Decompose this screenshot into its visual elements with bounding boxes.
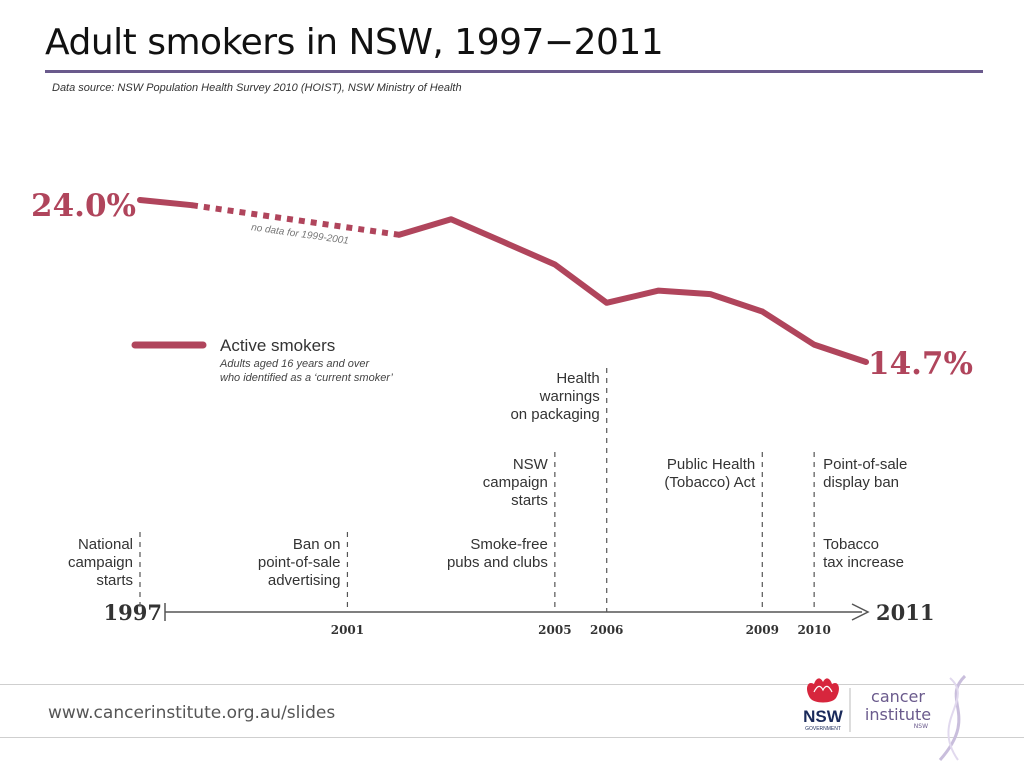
partner-logos: NSW GOVERNMENT cancer institute NSW bbox=[803, 674, 967, 761]
footer-divider-top bbox=[0, 684, 1024, 685]
event-label-line: point-of-sale bbox=[258, 554, 341, 571]
cancer-institute-logo-line2: institute bbox=[865, 705, 931, 724]
data-source-note: Data source: NSW Population Health Surve… bbox=[52, 82, 462, 94]
event-label-line: Public Health bbox=[667, 456, 755, 473]
x-tick-label-2009: 2009 bbox=[746, 623, 779, 637]
event-label-line: advertising bbox=[268, 572, 341, 589]
data-point-2009 bbox=[760, 309, 764, 313]
title-divider bbox=[45, 70, 983, 73]
nsw-waratah-logo bbox=[807, 678, 839, 703]
data-point-2007 bbox=[657, 289, 661, 293]
event-label-line: (Tobacco) Act bbox=[664, 474, 756, 491]
data-point-2004 bbox=[501, 240, 505, 244]
footer-url: www.cancerinstitute.org.au/slides bbox=[48, 703, 336, 723]
data-point-2008 bbox=[708, 292, 712, 296]
event-label-2005-mid: NSW campaign starts bbox=[483, 456, 549, 509]
nsw-logo-text: NSW bbox=[803, 707, 844, 726]
end-value-label: 14.7% bbox=[868, 346, 973, 382]
cancer-institute-logo-line1: cancer bbox=[871, 687, 925, 706]
event-label-line: display ban bbox=[823, 474, 899, 491]
event-label-2010-mid: Point-of-sale display ban bbox=[823, 456, 907, 491]
legend-sublabel-2: who identified as a ‘current smoker’ bbox=[220, 372, 393, 384]
helix-mark bbox=[938, 674, 967, 761]
event-label-2001-low: Ban on point-of-sale advertising bbox=[258, 536, 341, 589]
event-label-line: warnings bbox=[539, 388, 600, 405]
event-label-1997-low: National campaign starts bbox=[68, 536, 133, 589]
event-label-line: campaign bbox=[68, 554, 133, 571]
event-label-line: Health bbox=[556, 370, 599, 387]
x-tick-label-2005: 2005 bbox=[538, 623, 571, 637]
data-point-2010 bbox=[812, 343, 816, 347]
event-label-line: Ban on bbox=[293, 536, 341, 553]
data-point-2003 bbox=[449, 217, 453, 221]
x-tick-label-2010: 2010 bbox=[797, 623, 830, 637]
event-label-line: National bbox=[78, 536, 133, 553]
start-value-label: 24.0% bbox=[31, 188, 136, 224]
event-label-2005-low: Smoke-free pubs and clubs bbox=[447, 536, 548, 571]
event-label-line: Point-of-sale bbox=[823, 456, 907, 473]
data-point-1997 bbox=[138, 198, 142, 202]
x-axis-arrowhead bbox=[851, 603, 870, 621]
nsw-logo-subtext: GOVERNMENT bbox=[805, 726, 841, 732]
x-tick-label-2001: 2001 bbox=[331, 623, 364, 637]
data-point-2011 bbox=[864, 360, 868, 364]
legend-label: Active smokers bbox=[220, 336, 335, 355]
page-title: Adult smokers in NSW, 1997−2011 bbox=[45, 22, 664, 63]
axis-start-label: 1997 bbox=[104, 600, 162, 625]
chart-legend: Active smokers Adults aged 16 years and o… bbox=[131, 336, 393, 384]
series-line-early bbox=[137, 197, 195, 209]
event-label-2009-mid: Public Health (Tobacco) Act bbox=[664, 456, 756, 491]
event-label-line: pubs and clubs bbox=[447, 554, 548, 571]
helix-mark-secondary bbox=[947, 677, 959, 761]
timeline-axis: 1997 2011 2001 2005 2006 2009 2010 bbox=[104, 600, 935, 637]
axis-end-label: 2011 bbox=[876, 600, 934, 625]
event-label-line: on packaging bbox=[510, 406, 599, 423]
event-label-line: starts bbox=[96, 572, 133, 589]
logo-area: NSW GOVERNMENT cancer institute NSW bbox=[790, 670, 990, 765]
data-point-1998 bbox=[190, 203, 194, 207]
data-point-2002 bbox=[397, 233, 401, 237]
series-line-main bbox=[396, 216, 869, 365]
data-point-2006 bbox=[605, 301, 609, 305]
legend-sublabel-1: Adults aged 16 years and over bbox=[219, 358, 371, 370]
event-label-2010-low: Tobacco tax increase bbox=[823, 536, 904, 571]
event-label-2006-high: Health warnings on packaging bbox=[510, 370, 599, 423]
cancer-institute-logo-line3: NSW bbox=[914, 723, 928, 730]
event-label-line: tax increase bbox=[823, 554, 904, 571]
event-label-line: Smoke-free bbox=[470, 536, 548, 553]
event-label-line: starts bbox=[511, 492, 548, 509]
event-label-line: Tobacco bbox=[823, 536, 879, 553]
footer-divider-bottom bbox=[0, 737, 1024, 738]
x-tick-label-2006: 2006 bbox=[590, 623, 623, 637]
event-label-line: campaign bbox=[483, 474, 548, 491]
data-point-2005 bbox=[553, 262, 557, 266]
event-label-line: NSW bbox=[513, 456, 549, 473]
